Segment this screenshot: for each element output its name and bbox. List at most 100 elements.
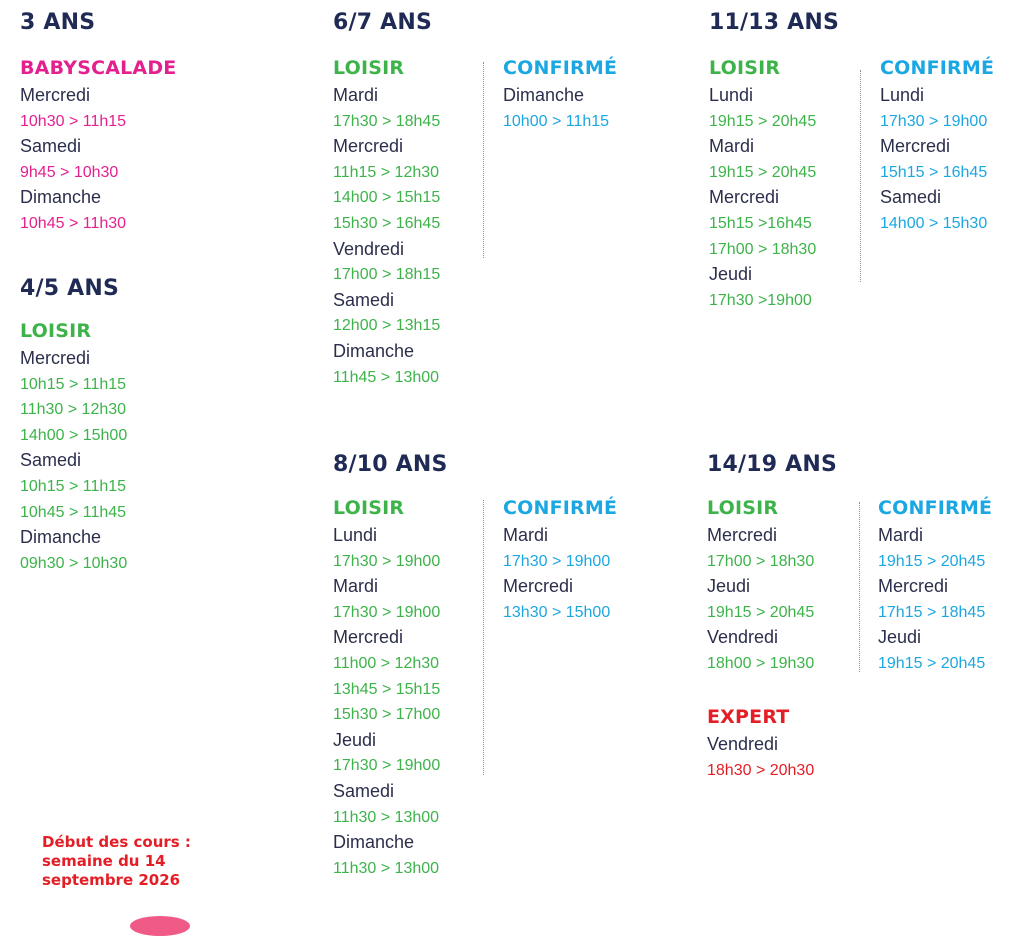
day-label: Vendredi [707,734,779,754]
time-slot: 14h00 > 15h00 [20,426,128,444]
day-label: Mercredi [880,136,951,157]
age-heading: 14/19 ANS [707,452,838,477]
time-slot: 14h00 > 15h15 [333,189,441,207]
time-slot: 17h30 > 19h00 [333,552,441,570]
time-slot: 11h30 > 13h00 [333,859,440,877]
time-slot: 17h00 > 18h15 [333,266,441,284]
time-slot: 9h45 > 10h30 [20,163,119,181]
category-label: LOISIR [20,320,92,342]
time-slot: 17h30 >19h00 [709,291,812,309]
time-slot: 17h30 > 18h45 [333,112,441,130]
day-label: Mardi [503,525,549,545]
time-slot: 19h15 > 20h45 [709,163,817,181]
group-loisir: LOISIR Mardi 17h30 > 18h45 Mercredi 11h15 >… [333,57,440,390]
day-label: Mercredi [709,187,780,208]
group-loisir: LOISIR Mercredi 10h15 > 11h15 11h30 > 12h3… [20,320,127,576]
day-label: Vendredi [707,627,779,648]
column-divider [860,70,861,282]
day-label: Jeudi [707,576,751,597]
time-slot: 17h30 > 19h00 [333,603,441,621]
category-label: LOISIR [333,497,405,519]
time-slot: 17h00 > 18h30 [709,240,817,258]
course-start-notice: Début des cours : semaine du 14 septembr… [42,833,191,889]
age-heading: 4/5 ANS [20,276,119,301]
category-label: CONFIRMÉ [878,497,993,519]
time-slot: 11h00 > 12h30 [333,654,440,672]
age-heading: 6/7 ANS [333,10,432,35]
day-label: Samedi [20,136,82,157]
day-label: Jeudi [333,729,377,750]
time-slot: 11h30 > 12h30 [20,401,127,419]
day-label: Mardi [878,525,924,545]
time-slot: 11h45 > 13h00 [333,368,440,386]
time-slot: 17h30 > 19h00 [880,112,988,130]
time-slot: 13h45 > 15h15 [333,680,441,698]
schedule-block-11-13-ans: 11/13 ANS [709,10,839,36]
group-confirme: CONFIRMÉ Lundi 17h30 > 19h00 Mercredi 15h15… [880,57,994,237]
category-label: LOISIR [709,57,781,79]
time-slot: 10h45 > 11h30 [20,214,127,232]
time-slot: 18h30 > 20h30 [707,761,815,779]
time-slot: 14h00 > 15h30 [880,214,988,232]
time-slot: 19h15 > 20h45 [707,603,815,621]
day-label: Mercredi [503,576,574,597]
time-slot: 10h45 > 11h45 [20,503,127,521]
category-label: CONFIRMÉ [880,57,995,79]
day-label: Dimanche [333,340,415,361]
time-slot: 11h30 > 13h00 [333,808,440,826]
group-confirme: CONFIRMÉ Mardi 17h30 > 19h00 Mercredi 13h30… [503,497,617,625]
category-label: EXPERT [707,706,790,728]
group-loisir: LOISIR Lundi 19h15 > 20h45 Mardi 19h15 > 20… [709,57,816,313]
group-confirme: CONFIRMÉ Mardi 19h15 > 20h45 Mercredi 17h15… [878,497,992,677]
day-label: Dimanche [503,85,585,105]
schedule-list: Mercredi 17h00 > 18h30 Jeudi 19h15 > 20h45 V… [707,523,814,677]
schedule-list: Lundi 17h30 > 19h00 Mercredi 15h15 > 16h45 S… [880,83,994,237]
day-label: Vendredi [333,238,405,259]
schedule-list: Mardi 19h15 > 20h45 Mercredi 17h15 > 18h45 J… [878,523,992,677]
schedule-block-8-10-ans: 8/10 ANS [333,452,448,478]
day-label: Mardi [333,576,379,597]
day-label: Mercredi [20,348,91,368]
day-label: Mercredi [333,136,404,157]
day-label: Mercredi [20,85,91,105]
time-slot: 10h00 > 11h15 [503,112,610,130]
time-slot: 15h30 > 16h45 [333,214,441,232]
time-slot: 17h30 > 19h00 [333,757,441,775]
schedule-list: Mercredi 10h30 > 11h15 Samedi 9h45 > 10h30 D… [20,83,176,237]
time-slot: 10h15 > 11h15 [20,477,127,495]
column-divider [483,62,484,258]
time-slot: 11h15 > 12h30 [333,163,440,181]
day-label: Samedi [333,289,395,310]
day-label: Dimanche [20,187,102,208]
time-slot: 12h00 > 13h15 [333,317,441,335]
day-label: Samedi [333,780,395,801]
schedule-list: Mardi 17h30 > 19h00 Mercredi 13h30 > 15h00 [503,523,617,625]
category-label: LOISIR [707,497,779,519]
day-label: Dimanche [20,527,102,548]
day-label: Jeudi [878,627,922,648]
schedule-block-3-ans: 3 ANS [20,10,95,36]
time-slot: 19h15 > 20h45 [709,112,817,130]
time-slot: 15h15 >16h45 [709,214,812,232]
time-slot: 10h15 > 11h15 [20,375,127,393]
time-slot: 13h30 > 15h00 [503,603,611,621]
time-slot: 15h30 > 17h00 [333,706,441,724]
day-label: Mercredi [707,525,778,545]
category-label: BABYSCALADE [20,57,177,79]
schedule-list: Lundi 19h15 > 20h45 Mardi 19h15 > 20h45 Merc… [709,83,816,313]
time-slot: 10h30 > 11h15 [20,112,127,130]
time-slot: 19h15 > 20h45 [878,552,986,570]
day-label: Mardi [709,136,755,157]
group-loisir: LOISIR Mercredi 17h00 > 18h30 Jeudi 19h15 >… [707,497,814,677]
column-divider [859,502,860,672]
day-label: Lundi [880,85,925,105]
group-expert: EXPERT Vendredi 18h30 > 20h30 [707,706,814,783]
time-slot: 18h00 > 19h30 [707,654,815,672]
decorative-shape [130,916,190,936]
day-label: Dimanche [333,832,415,853]
schedule-block-6-7-ans: 6/7 ANS [333,10,432,36]
day-label: Jeudi [709,264,753,285]
time-slot: 19h15 > 20h45 [878,654,986,672]
column-divider [483,500,484,775]
day-label: Samedi [880,187,942,208]
